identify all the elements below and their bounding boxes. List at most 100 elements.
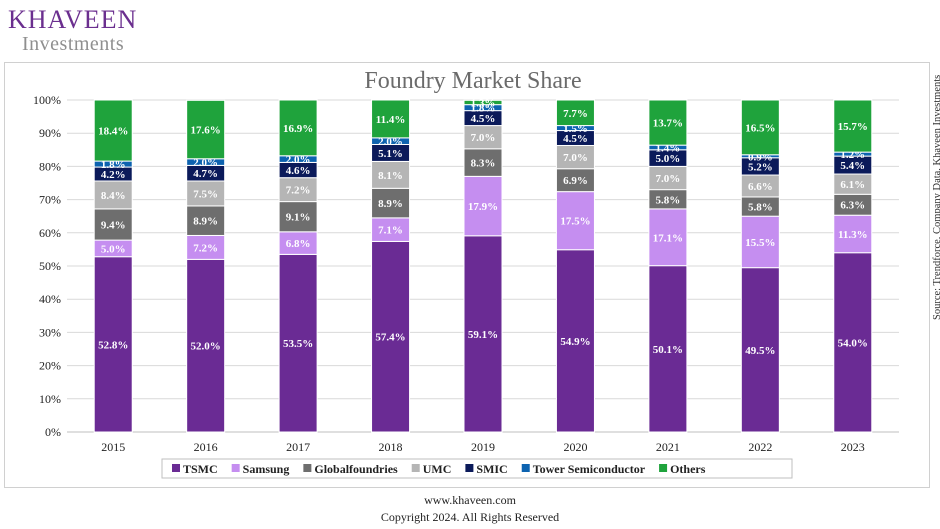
source-note: Source: Trendforce, Company Data, Khavee… <box>932 74 940 320</box>
bar-segment-globalfoundries <box>186 205 226 236</box>
data-label: 1.3% <box>471 97 496 109</box>
data-label: 6.8% <box>286 238 311 250</box>
data-label: 1.8% <box>101 159 126 171</box>
legend-label: TSMC <box>183 462 218 476</box>
data-label: 54.9% <box>560 336 590 348</box>
bar-segment-umc <box>93 180 133 210</box>
bar-segment-others <box>371 99 411 139</box>
data-label: 2.0% <box>378 136 403 148</box>
data-label: 52.0% <box>191 341 221 353</box>
x-tick-label: 2022 <box>748 440 772 454</box>
y-tick-label: 80% <box>39 159 61 173</box>
data-label: 15.5% <box>745 237 775 249</box>
legend-swatch-smic <box>465 464 474 472</box>
data-label: 17.9% <box>468 201 498 213</box>
bar-segment-tsmc <box>186 258 226 433</box>
data-label: 18.4% <box>98 126 128 138</box>
data-label: 1.8% <box>471 103 496 115</box>
data-label: 7.7% <box>563 108 588 120</box>
data-label: 6.1% <box>840 179 865 191</box>
data-label: 8.1% <box>378 170 403 182</box>
brand-name: KHAVEEN <box>8 5 138 34</box>
stacked-bar-chart: Foundry Market Share 0% 10% 20% 30% 40% 50% 60%… <box>33 68 899 479</box>
x-tick-label: 2019 <box>471 440 495 454</box>
y-tick-label: 20% <box>39 359 61 373</box>
bar-segment-tsmc <box>371 240 411 433</box>
bar-segment-others <box>463 99 503 106</box>
y-tick-label: 10% <box>39 392 61 406</box>
bar-segment-samsung <box>833 214 873 254</box>
legend-swatch-tower-semiconductor <box>521 464 530 472</box>
data-label: 8.4% <box>101 190 126 202</box>
data-label: 7.1% <box>378 225 403 237</box>
bar-segment-tsmc <box>740 267 780 433</box>
legend-box <box>161 458 793 479</box>
bar-segment-globalfoundries <box>278 201 318 233</box>
data-label: 17.6% <box>191 125 221 137</box>
legend-label: UMC <box>423 462 452 476</box>
bar-segment-tsmc <box>93 256 133 433</box>
data-label: 49.5% <box>745 345 775 357</box>
chart-title: Foundry Market Share <box>364 68 581 94</box>
legend-label: Tower Semiconductor <box>533 462 646 476</box>
data-label: 52.8% <box>98 339 128 351</box>
data-label: 57.4% <box>375 332 405 344</box>
bar-segment-umc <box>186 180 226 207</box>
bar-segment-others <box>740 99 780 156</box>
bar-segment-tsmc <box>555 249 595 433</box>
legend-label: SMIC <box>476 462 507 476</box>
bar-segment-tsmc <box>278 253 318 433</box>
bar-segment-globalfoundries <box>371 187 411 219</box>
bar-segment-umc <box>371 160 411 189</box>
legend-label: Samsung <box>243 462 290 476</box>
data-label: 11.3% <box>838 229 868 241</box>
bar-segment-samsung <box>648 208 688 267</box>
data-label: 5.0% <box>101 243 126 255</box>
bar-segment-tsmc <box>463 235 503 433</box>
legend-swatch-globalfoundries <box>303 464 312 472</box>
data-label: 59.1% <box>468 329 498 341</box>
bar-segment-tsmc <box>833 252 873 433</box>
data-label: 17.5% <box>560 216 590 228</box>
brand-subtitle: Investments <box>22 33 125 55</box>
data-label: 7.5% <box>193 188 218 200</box>
x-tick-label: 2015 <box>101 440 125 454</box>
bar-segment-others <box>93 99 133 162</box>
y-tick-label: 50% <box>39 259 61 273</box>
data-label: 2.0% <box>286 154 311 166</box>
data-label: 7.2% <box>286 185 311 197</box>
x-tick-label: 2018 <box>379 440 403 454</box>
y-tick-label: 100% <box>33 93 61 107</box>
data-label: 6.6% <box>748 181 773 193</box>
data-label: 8.9% <box>193 216 218 228</box>
y-tick-label: 0% <box>45 425 61 439</box>
legend-swatch-samsung <box>231 464 240 472</box>
bar-segment-samsung <box>463 175 503 237</box>
y-tick-label: 70% <box>39 193 61 207</box>
legend-swatch-umc <box>411 464 420 472</box>
data-label: 9.1% <box>286 212 311 224</box>
footer-website[interactable]: www.khaveen.com <box>424 493 516 507</box>
data-label: 6.3% <box>840 200 865 212</box>
data-label: 50.1% <box>653 344 683 356</box>
data-label: 16.9% <box>283 123 313 135</box>
x-tick-label: 2016 <box>194 440 218 454</box>
legend-label: Globalfoundries <box>314 462 398 476</box>
data-label: 17.1% <box>653 232 683 244</box>
data-label: 11.4% <box>376 114 406 126</box>
y-tick-label: 90% <box>39 126 61 140</box>
data-label: 5.8% <box>656 194 681 206</box>
data-label: 13.7% <box>653 118 683 130</box>
data-label: 2.0% <box>193 157 218 169</box>
chart-frame: Foundry Market Share 0% 10% 20% 30% 40% 50% 60%… <box>4 62 930 488</box>
legend-swatch-tsmc <box>172 464 180 472</box>
legend-label: Others <box>670 462 706 476</box>
y-tick-label: 60% <box>39 226 61 240</box>
data-label: 5.8% <box>748 202 773 214</box>
data-label: 5.2% <box>748 161 773 173</box>
data-label: 54.0% <box>838 337 868 349</box>
data-label: 15.7% <box>838 121 868 133</box>
data-label: 4.6% <box>286 165 311 177</box>
data-label: 4.5% <box>563 133 588 145</box>
y-tick-label: 30% <box>39 325 61 339</box>
